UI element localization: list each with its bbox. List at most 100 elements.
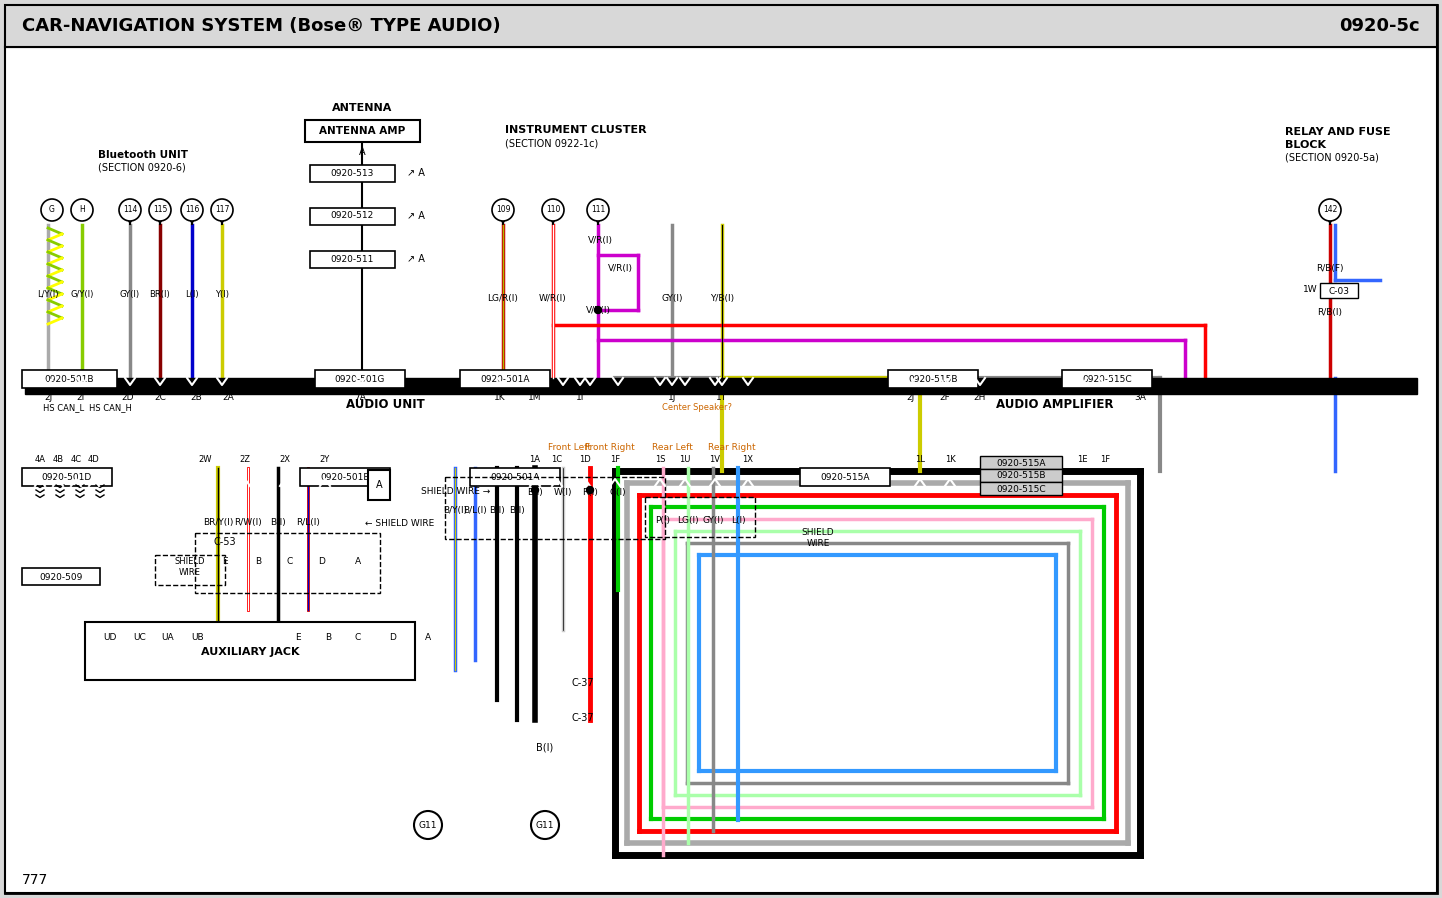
Bar xyxy=(446,477,665,539)
Text: L/Y(I): L/Y(I) xyxy=(37,290,59,300)
Text: 2H: 2H xyxy=(973,392,986,401)
Text: (SECTION 0922-1c): (SECTION 0922-1c) xyxy=(505,138,598,148)
Text: ↗ A: ↗ A xyxy=(407,168,425,178)
Text: R/B(F): R/B(F) xyxy=(1317,263,1344,272)
Text: R/B(I): R/B(I) xyxy=(1318,307,1343,316)
Bar xyxy=(22,568,99,585)
Text: Rear Left: Rear Left xyxy=(652,444,692,453)
Bar xyxy=(460,370,549,388)
Circle shape xyxy=(587,487,594,494)
Text: W(I): W(I) xyxy=(554,488,572,497)
Text: A: A xyxy=(355,558,360,567)
Text: 4A: 4A xyxy=(35,455,46,464)
Text: G/Y(I): G/Y(I) xyxy=(71,290,94,300)
Bar xyxy=(310,251,395,268)
Bar xyxy=(1319,283,1358,298)
Text: HS CAN_H: HS CAN_H xyxy=(88,403,131,412)
Text: INSTRUMENT CLUSTER: INSTRUMENT CLUSTER xyxy=(505,125,646,135)
Text: 114: 114 xyxy=(123,206,137,215)
Text: Y/B(I): Y/B(I) xyxy=(709,294,734,303)
Text: (SECTION 0920-5a): (SECTION 0920-5a) xyxy=(1285,153,1379,163)
Text: ← SHIELD WIRE: ← SHIELD WIRE xyxy=(365,518,434,527)
Text: B(I): B(I) xyxy=(489,506,505,515)
Text: 0920-501D: 0920-501D xyxy=(42,472,92,481)
Text: AUDIO AMPLIFIER: AUDIO AMPLIFIER xyxy=(996,399,1113,411)
Text: SHIELD
WIRE: SHIELD WIRE xyxy=(802,528,835,548)
Text: 2Y: 2Y xyxy=(320,455,330,464)
Text: (SECTION 0920-6): (SECTION 0920-6) xyxy=(98,163,186,173)
Text: 2B: 2B xyxy=(190,392,202,401)
Text: 1S: 1S xyxy=(655,455,665,464)
Text: 1F: 1F xyxy=(1100,455,1110,464)
Text: G(I): G(I) xyxy=(610,488,626,497)
Text: C: C xyxy=(355,633,360,642)
Bar xyxy=(470,468,559,486)
Text: 0920-5c: 0920-5c xyxy=(1340,17,1420,35)
Bar xyxy=(300,468,389,486)
Text: R/L(I): R/L(I) xyxy=(296,518,320,527)
Text: 0920-515B: 0920-515B xyxy=(996,471,1045,480)
Text: G11: G11 xyxy=(418,821,437,830)
Bar xyxy=(645,497,756,537)
Text: B(I): B(I) xyxy=(270,518,286,527)
Text: 1E: 1E xyxy=(1077,455,1087,464)
Text: 0920-515C: 0920-515C xyxy=(996,485,1045,494)
Circle shape xyxy=(532,487,538,494)
Circle shape xyxy=(71,199,92,221)
Text: 2J: 2J xyxy=(43,392,52,401)
Text: E: E xyxy=(296,633,301,642)
Text: LG(I): LG(I) xyxy=(678,515,699,524)
Text: 2W: 2W xyxy=(198,455,212,464)
Text: G: G xyxy=(49,206,55,215)
Bar xyxy=(25,378,1417,394)
Text: BR(I): BR(I) xyxy=(150,290,170,300)
Circle shape xyxy=(594,306,601,313)
Text: Front Right: Front Right xyxy=(585,444,634,453)
Text: AUXILIARY JACK: AUXILIARY JACK xyxy=(200,647,300,657)
Text: Rear Right: Rear Right xyxy=(708,444,756,453)
Text: 2J: 2J xyxy=(906,392,914,401)
Text: L(I): L(I) xyxy=(731,515,746,524)
Text: B/Y(I): B/Y(I) xyxy=(443,506,467,515)
Text: 2I: 2I xyxy=(76,392,84,401)
Text: 2A: 2A xyxy=(222,392,234,401)
Bar xyxy=(800,468,890,486)
Bar xyxy=(306,120,420,142)
Text: V/R(I): V/R(I) xyxy=(585,305,610,314)
Text: 4C: 4C xyxy=(71,455,82,464)
Text: 1M: 1M xyxy=(528,392,542,401)
Circle shape xyxy=(182,199,203,221)
Circle shape xyxy=(414,811,443,839)
Text: 117: 117 xyxy=(215,206,229,215)
Text: C-37: C-37 xyxy=(572,713,594,723)
Text: B: B xyxy=(324,633,332,642)
Text: GY(I): GY(I) xyxy=(662,294,682,303)
Text: C-37: C-37 xyxy=(572,678,594,688)
Text: 7A: 7A xyxy=(355,392,366,401)
Text: 4D: 4D xyxy=(88,455,99,464)
Text: 1K: 1K xyxy=(495,392,506,401)
Circle shape xyxy=(120,199,141,221)
Bar xyxy=(4,5,1438,47)
Text: ANTENNA: ANTENNA xyxy=(332,103,392,113)
Text: UA: UA xyxy=(162,633,174,642)
Text: 1F: 1F xyxy=(610,455,620,464)
Text: B(I): B(I) xyxy=(509,506,525,515)
Text: 0920-511: 0920-511 xyxy=(330,254,373,263)
Text: V/R(I): V/R(I) xyxy=(587,235,613,244)
Text: 0920-501B: 0920-501B xyxy=(45,374,94,383)
Text: UB: UB xyxy=(192,633,205,642)
Bar xyxy=(22,370,117,388)
Bar xyxy=(888,370,978,388)
Text: Center Speaker?: Center Speaker? xyxy=(662,403,733,412)
Text: SHIELD
WIRE: SHIELD WIRE xyxy=(174,558,205,577)
Text: 3A: 3A xyxy=(1133,392,1146,401)
Text: GY(I): GY(I) xyxy=(702,515,724,524)
Text: 109: 109 xyxy=(496,206,510,215)
Text: GY(I): GY(I) xyxy=(120,290,140,300)
Circle shape xyxy=(149,199,172,221)
Text: 1T: 1T xyxy=(717,392,728,401)
Bar xyxy=(22,468,112,486)
Text: C-03: C-03 xyxy=(1328,286,1350,295)
Text: BLOCK: BLOCK xyxy=(1285,140,1327,150)
